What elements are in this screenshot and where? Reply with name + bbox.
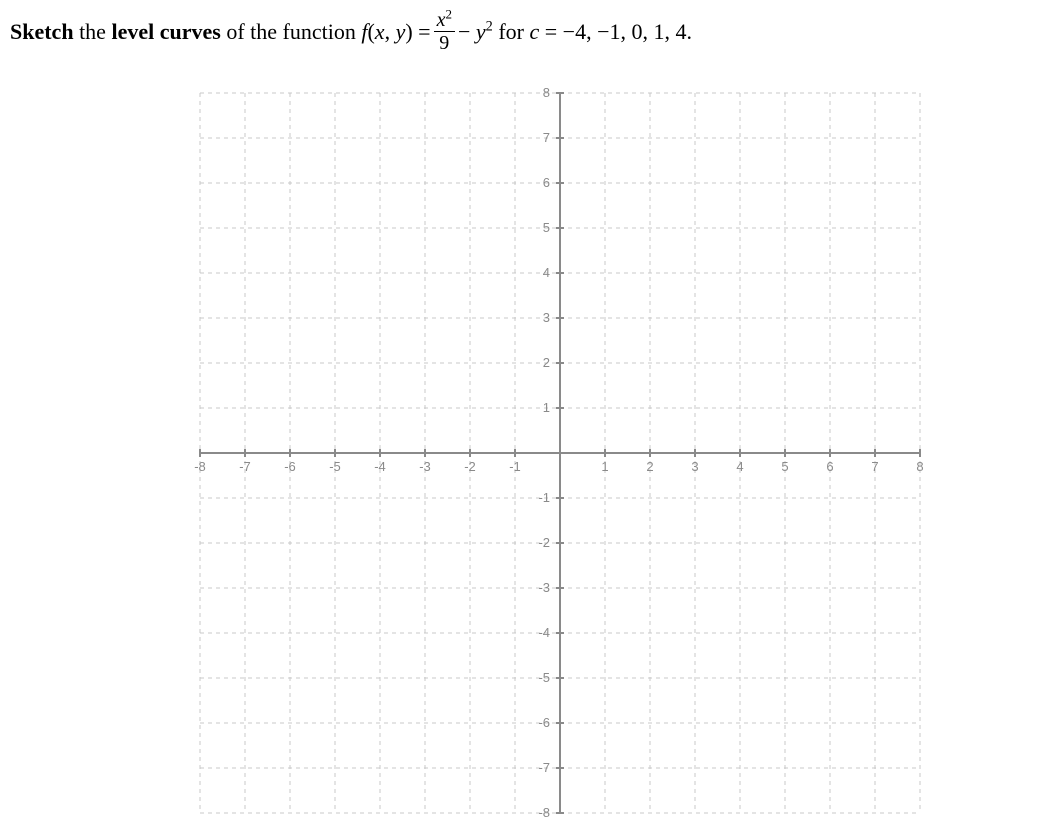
x-tick-label: -4 — [374, 459, 386, 474]
x-tick-label: 4 — [736, 459, 743, 474]
x-tick-label: 5 — [781, 459, 788, 474]
x-tick-label: -3 — [419, 459, 431, 474]
level-curves: level curves — [111, 19, 220, 44]
y-tick-label: 5 — [543, 220, 550, 235]
y-tick-label: -5 — [538, 670, 550, 685]
y-tick-label: 8 — [543, 85, 550, 100]
y-tick-label: -8 — [538, 805, 550, 820]
y-tick-label: -1 — [538, 490, 550, 505]
fraction: x2 9 — [434, 10, 455, 53]
x-tick-label: -2 — [464, 459, 476, 474]
y-tick-label: -3 — [538, 580, 550, 595]
x-tick-label: -5 — [329, 459, 341, 474]
x-tick-label: -1 — [509, 459, 521, 474]
x-tick-label: 2 — [646, 459, 653, 474]
y-tick-label: 2 — [543, 355, 550, 370]
y-tick-label: -4 — [538, 625, 550, 640]
y-tick-label: 7 — [543, 130, 550, 145]
x-tick-label: 1 — [601, 459, 608, 474]
problem-statement: Sketch the level curves of the function … — [10, 10, 1034, 53]
coordinate-grid: -8 -7 -6 -5 -4 -3 -2 -1 1 2 3 4 5 6 7 8 8 7 6 5 4 3 2 1 -1 -2 -3 -4… — [190, 83, 1034, 823]
y-tick-label: 1 — [543, 400, 550, 415]
x-tick-label: -6 — [284, 459, 296, 474]
x-tick-label: 6 — [826, 459, 833, 474]
x-tick-label: -8 — [194, 459, 206, 474]
x-tick-label: 3 — [691, 459, 698, 474]
y-tick-label: -7 — [538, 760, 550, 775]
y-tick-label: 3 — [543, 310, 550, 325]
y-tick-label: 4 — [543, 265, 550, 280]
y-tick-label: 6 — [543, 175, 550, 190]
x-tick-label: -7 — [239, 459, 251, 474]
x-tick-label: 8 — [916, 459, 923, 474]
sketch-word: Sketch — [10, 19, 74, 44]
x-tick-label: 7 — [871, 459, 878, 474]
y-tick-label: -2 — [538, 535, 550, 550]
y-tick-label: -6 — [538, 715, 550, 730]
